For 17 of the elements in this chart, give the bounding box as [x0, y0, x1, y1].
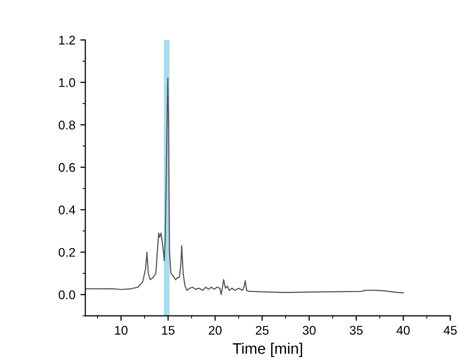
x-tick-label: 35 — [350, 326, 363, 335]
x-tick-label: 45 — [444, 326, 457, 335]
x-tick-label: 25 — [256, 326, 269, 335]
x-tick-label: 40 — [396, 326, 410, 335]
y-tick-label: 0.2 — [58, 248, 75, 257]
y-tick-label: 0.6 — [58, 163, 76, 172]
x-tick-label: 10 — [115, 326, 128, 335]
y-tick-label: 0.8 — [58, 120, 76, 130]
line-series — [85, 78, 404, 296]
x-axis-title: Time [min] — [232, 342, 302, 357]
y-tick-label: 0.4 — [58, 206, 76, 214]
y-tick-label: 1.0 — [59, 78, 76, 88]
y-tick-label: 1.2 — [59, 36, 75, 44]
x-tick-label: 30 — [302, 326, 316, 335]
x-tick-label: 20 — [208, 326, 222, 335]
x-tick-label: 15 — [162, 326, 175, 335]
y-tick-label: 0.0 — [58, 290, 76, 300]
